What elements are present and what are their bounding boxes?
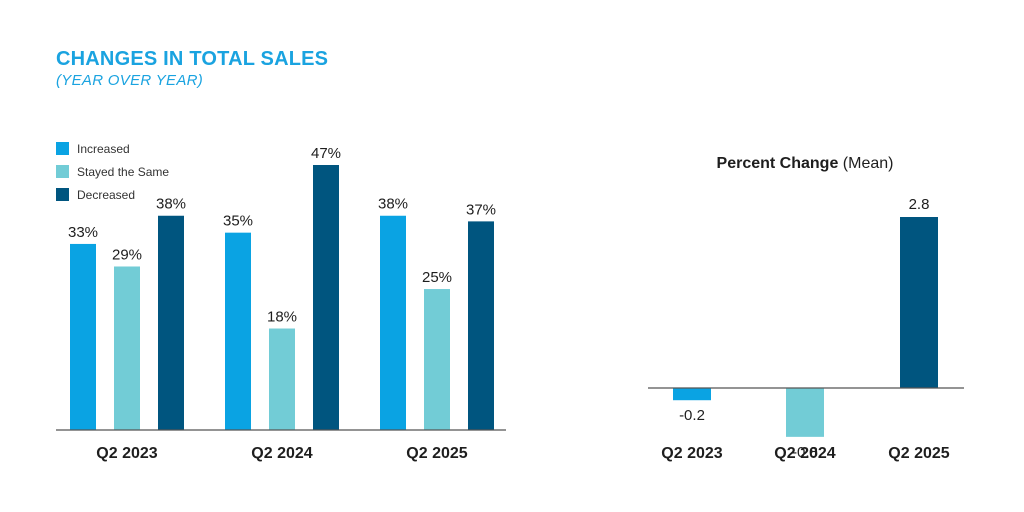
bar-value-label-0-0: 33% xyxy=(68,224,98,241)
bar-value-label-1-1: 18% xyxy=(267,309,297,326)
legend-label-1: Stayed the Same xyxy=(77,165,169,179)
bar-1-0 xyxy=(225,232,251,430)
pct-bar-0 xyxy=(673,388,711,401)
bar-value-label-2-0: 38% xyxy=(378,196,408,213)
legend-swatch-1 xyxy=(56,165,69,178)
percent-change-title: Percent Change (Mean) xyxy=(717,155,894,172)
percent-change-bar-chart: Percent Change (Mean) -0.2Q2 2023 -0.8Q2 … xyxy=(648,155,964,462)
bar-1-2 xyxy=(313,165,339,430)
pct-bar-2 xyxy=(900,217,938,388)
pct-value-label-2: 2.8 xyxy=(909,196,930,213)
legend-swatch-2 xyxy=(56,188,69,201)
bar-value-label-1-0: 35% xyxy=(223,213,253,230)
bar-value-label-0-2: 38% xyxy=(156,196,186,213)
bar-2-1 xyxy=(424,289,450,430)
pct-bar-1 xyxy=(786,388,824,437)
bar-0-2 xyxy=(158,215,184,430)
category-label-0: Q2 2023 xyxy=(96,445,157,462)
bar-value-label-2-2: 37% xyxy=(466,201,496,218)
chart-subtitle: (YEAR OVER YEAR) xyxy=(56,72,204,89)
bar-0-1 xyxy=(114,266,140,430)
bar-0-0 xyxy=(70,243,96,430)
bar-value-label-1-2: 47% xyxy=(311,145,341,162)
bar-1-1 xyxy=(269,328,295,430)
category-label-2: Q2 2025 xyxy=(406,445,467,462)
legend-label-0: Increased xyxy=(77,142,130,156)
legend-label-2: Decreased xyxy=(77,188,135,202)
pct-value-label-1: -0.8 xyxy=(792,444,818,461)
legend-swatch-0 xyxy=(56,142,69,155)
bar-2-0 xyxy=(380,215,406,430)
bar-value-label-0-1: 29% xyxy=(112,246,142,263)
bar-2-2 xyxy=(468,221,494,430)
pct-category-label-1: Q2 2024 xyxy=(774,445,835,462)
pct-category-label-2: Q2 2025 xyxy=(888,445,949,462)
pct-category-label-0: Q2 2023 xyxy=(661,445,722,462)
bar-value-label-2-1: 25% xyxy=(422,269,452,286)
pct-value-label-0: -0.2 xyxy=(679,407,705,424)
sales-change-bar-chart: Increased Stayed the Same Decreased 33% 29% 3… xyxy=(56,142,506,462)
category-label-1: Q2 2024 xyxy=(251,445,312,462)
chart-title: CHANGES IN TOTAL SALES xyxy=(56,48,329,70)
